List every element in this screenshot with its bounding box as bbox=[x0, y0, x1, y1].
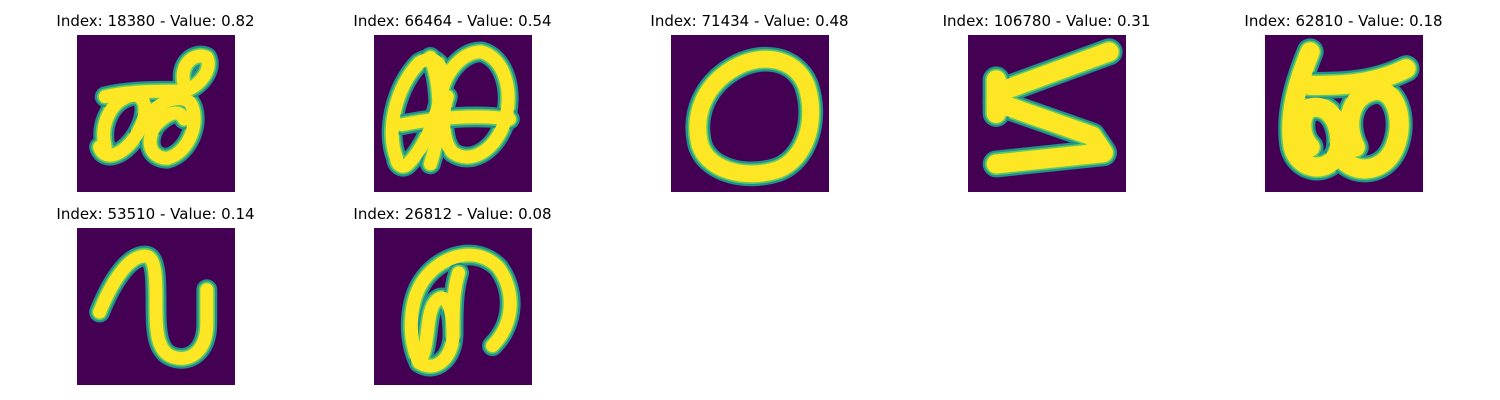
panel-3: Index: 71434 - Value: 0.48 bbox=[594, 0, 894, 192]
panel-title: Index: 71434 - Value: 0.48 bbox=[650, 12, 849, 30]
glyph-image bbox=[374, 35, 532, 192]
handwritten-glyph bbox=[381, 41, 520, 177]
handwritten-glyph bbox=[685, 46, 824, 187]
glyph-stroke-core bbox=[423, 50, 446, 171]
glyph-stroke-core bbox=[1300, 59, 1416, 95]
panel-7: Index: 26812 - Value: 0.08 bbox=[297, 193, 597, 385]
panel-5: Index: 62810 - Value: 0.18 bbox=[1188, 0, 1488, 192]
panel-6: Index: 53510 - Value: 0.14 bbox=[0, 193, 300, 385]
glyph-image bbox=[374, 228, 532, 385]
panel-title: Index: 62810 - Value: 0.18 bbox=[1244, 12, 1443, 30]
glyph-stroke-core bbox=[446, 266, 466, 341]
glyph-image bbox=[77, 228, 235, 385]
panel-2: Index: 66464 - Value: 0.54 bbox=[297, 0, 597, 192]
glyph-stroke-core bbox=[93, 249, 214, 365]
glyph-stroke-core bbox=[98, 49, 215, 104]
glyph-stroke-core bbox=[149, 106, 191, 132]
glyph-image bbox=[77, 35, 235, 192]
glyph-stroke-core bbox=[1328, 81, 1409, 179]
handwritten-glyph bbox=[982, 38, 1123, 178]
glyph-stroke-core bbox=[986, 42, 1119, 174]
handwritten-glyph bbox=[89, 245, 218, 369]
glyph-image bbox=[1265, 35, 1423, 192]
panel-title: Index: 66464 - Value: 0.54 bbox=[353, 12, 552, 30]
panel-title: Index: 53510 - Value: 0.14 bbox=[56, 205, 255, 223]
panel-4: Index: 106780 - Value: 0.31 bbox=[891, 0, 1191, 192]
handwritten-glyph bbox=[89, 45, 219, 169]
glyph-stroke-core bbox=[93, 89, 152, 162]
glyph-image bbox=[671, 35, 829, 192]
handwritten-glyph bbox=[1278, 38, 1420, 183]
panel-title: Index: 18380 - Value: 0.82 bbox=[56, 12, 255, 30]
glyph-stroke-core bbox=[689, 50, 820, 183]
glyph-image bbox=[968, 35, 1126, 192]
handwritten-glyph bbox=[400, 244, 521, 377]
glyph-stroke-core bbox=[404, 248, 517, 370]
glyph-stroke-core bbox=[132, 92, 201, 165]
panel-title: Index: 26812 - Value: 0.08 bbox=[353, 205, 552, 223]
glyph-stroke-core bbox=[395, 110, 516, 132]
panel-1: Index: 18380 - Value: 0.82 bbox=[0, 0, 300, 192]
panel-title: Index: 106780 - Value: 0.31 bbox=[942, 12, 1151, 30]
